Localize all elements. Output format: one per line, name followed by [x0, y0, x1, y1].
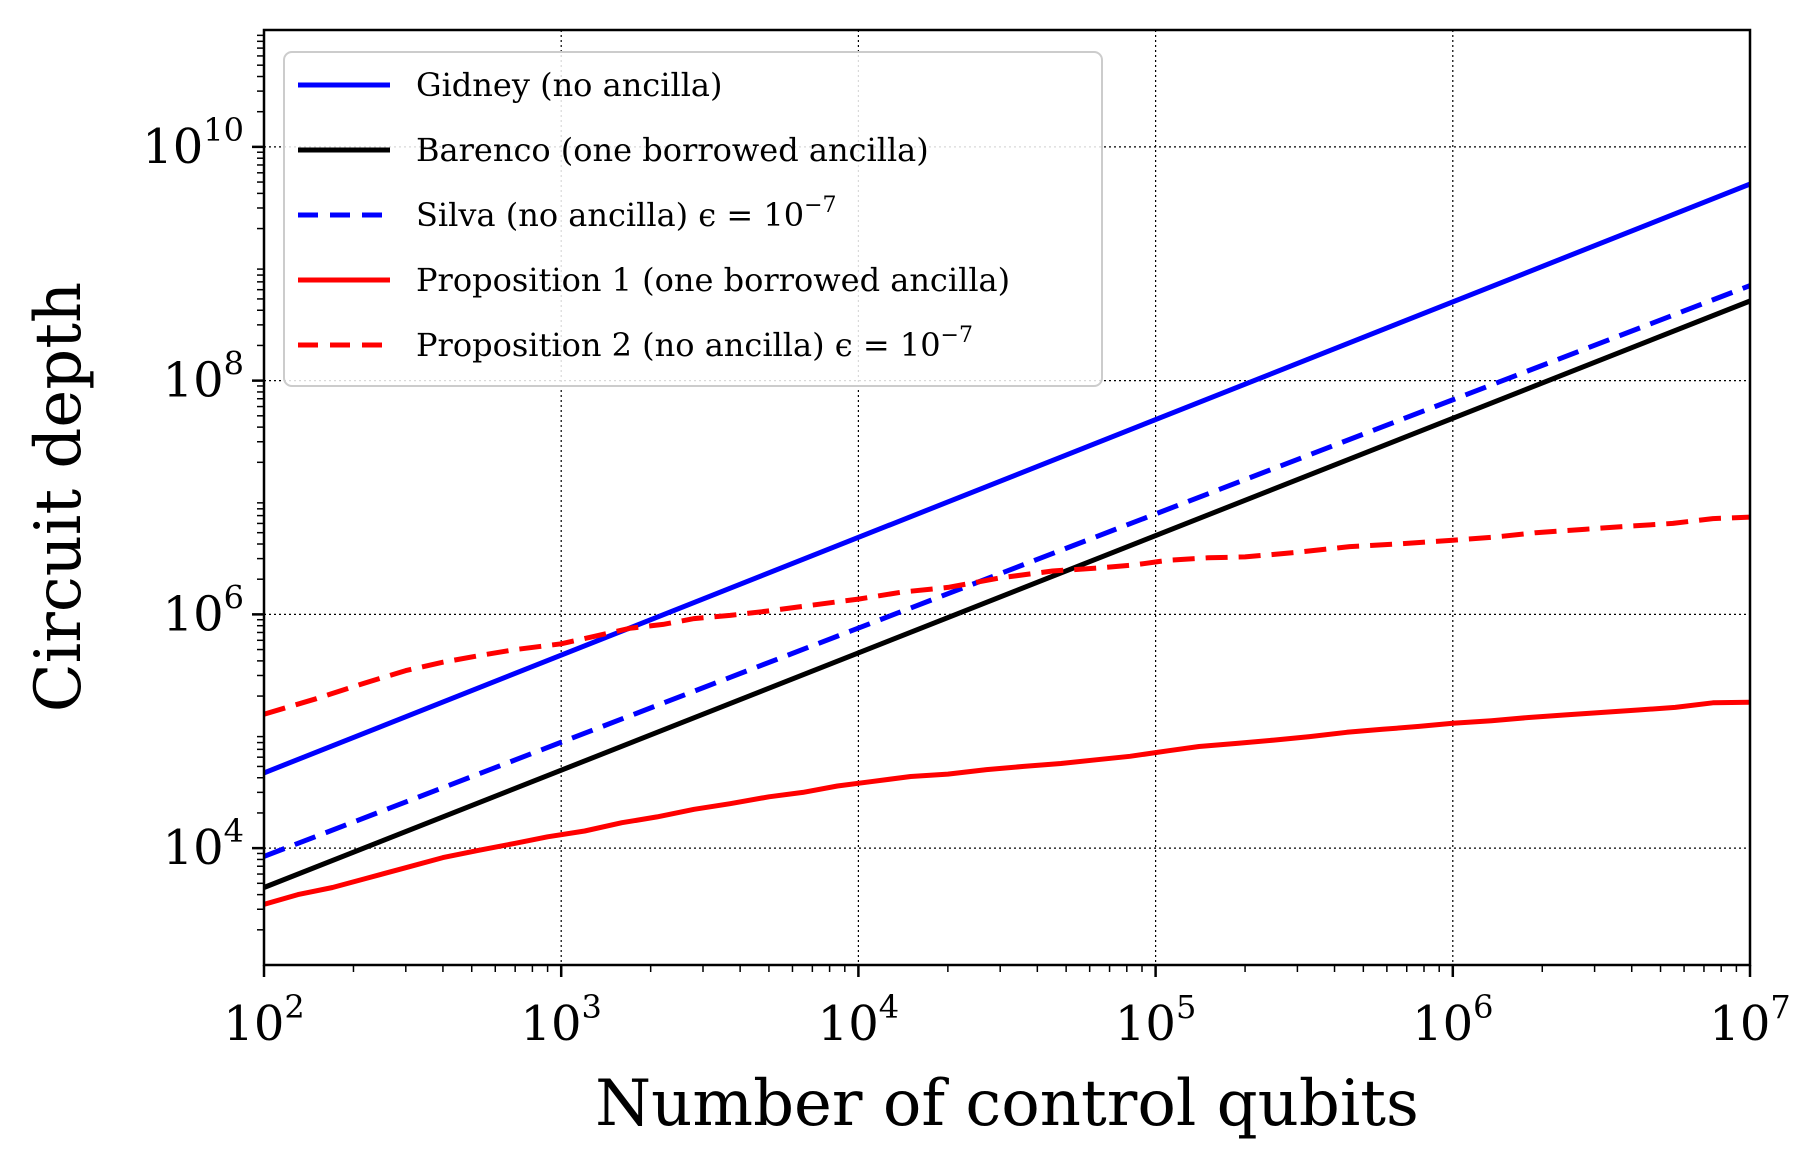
series-line-4 [264, 699, 1750, 907]
x-tick-exponent: 7 [1770, 988, 1790, 1026]
x-tick-base: 10 [1115, 996, 1176, 1052]
x-tick-base: 10 [1709, 996, 1770, 1052]
y-axis-label: Circuit depth [22, 282, 96, 712]
series-line-1 [264, 181, 1750, 776]
legend-frame [283, 51, 1103, 387]
legend-name: Silva (no ancilla) [416, 196, 688, 234]
x-tick-label: 106 [1412, 988, 1493, 1052]
series-line-3 [264, 283, 1750, 859]
x-tick-base: 10 [520, 996, 581, 1052]
legend-label-3: Silva (no ancilla) ϵ = 10−7 [416, 193, 837, 234]
x-tick-labels: 102 103 104 105 106 107 [223, 988, 1790, 1052]
x-tick-label: 105 [1115, 988, 1196, 1052]
x-tick-exponent: 3 [582, 988, 602, 1026]
legend-name: Gidney (no ancilla) [416, 66, 722, 104]
y-tick-label: 108 [163, 345, 244, 409]
y-tick-label: 104 [163, 812, 244, 876]
axis-ticks [252, 145, 1752, 977]
x-tick-base: 10 [818, 996, 879, 1052]
x-tick-label: 107 [1709, 988, 1790, 1052]
y-tick-exponent: 8 [224, 345, 244, 383]
legend: Gidney (no ancilla) Barenco (one borrowed… [283, 51, 1103, 387]
x-tick-exponent: 6 [1473, 988, 1493, 1026]
x-tick-label: 103 [520, 988, 601, 1052]
plot-frame [262, 28, 1752, 967]
x-tick-exponent: 4 [879, 988, 899, 1026]
y-tick-base: 10 [163, 353, 224, 409]
legend-name: Proposition 2 (no ancilla) [416, 326, 825, 364]
series-line-5 [264, 514, 1750, 717]
legend-name: Proposition 1 (one borrowed ancilla) [416, 261, 1010, 299]
legend-exponent: −7 [804, 193, 836, 218]
x-tick-exponent: 5 [1176, 988, 1196, 1026]
legend-math: ϵ = 10 [688, 196, 804, 234]
x-tick-label: 104 [818, 988, 899, 1052]
legend-exponent: −7 [941, 323, 973, 348]
y-tick-exponent: 4 [224, 812, 244, 850]
series-lines [264, 181, 1750, 907]
legend-name: Barenco (one borrowed ancilla) [416, 131, 929, 169]
y-tick-label: 106 [163, 578, 244, 642]
y-tick-base: 10 [142, 119, 203, 175]
legend-label-4: Proposition 1 (one borrowed ancilla) [416, 261, 1010, 299]
x-tick-base: 10 [223, 996, 284, 1052]
y-tick-base: 10 [163, 820, 224, 876]
x-axis-label: Number of control qubits [595, 1067, 1419, 1141]
y-tick-base: 10 [163, 586, 224, 642]
x-tick-base: 10 [1412, 996, 1473, 1052]
legend-label-1: Gidney (no ancilla) [416, 66, 722, 104]
x-tick-label: 102 [223, 988, 304, 1052]
y-tick-exponent: 10 [203, 111, 244, 149]
legend-math: ϵ = 10 [825, 326, 941, 364]
y-tick-exponent: 6 [224, 578, 244, 616]
series-line-2 [264, 298, 1750, 890]
legend-label-2: Barenco (one borrowed ancilla) [416, 131, 929, 169]
x-tick-exponent: 2 [284, 988, 304, 1026]
legend-label-5: Proposition 2 (no ancilla) ϵ = 10−7 [416, 323, 973, 364]
y-tick-label: 1010 [142, 111, 244, 175]
